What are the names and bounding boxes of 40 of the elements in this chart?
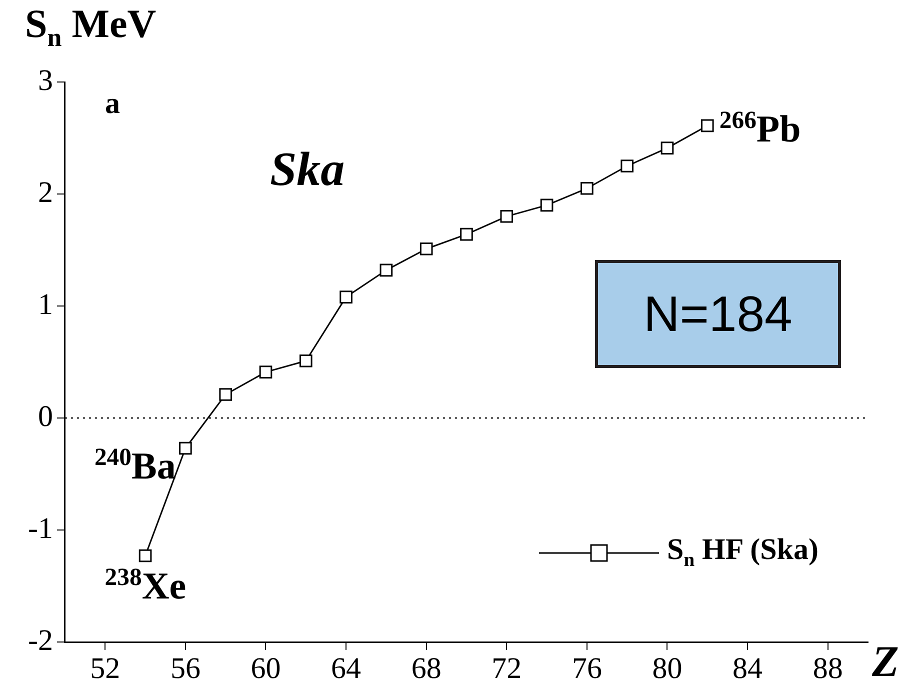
point	[420, 242, 433, 256]
y-tick-label: -1	[28, 512, 53, 545]
x-tick-label: 76	[572, 652, 602, 685]
y-tick-label: 2	[38, 176, 53, 209]
point	[138, 549, 152, 562]
legend-label: S$_{n}$ HF (Ska)	[667, 533, 818, 572]
x-tick-label: 84	[732, 652, 763, 685]
point	[540, 198, 554, 212]
y-tick-label: -2	[28, 624, 53, 657]
point	[219, 388, 232, 401]
point	[620, 160, 634, 172]
annotation: $^{240}$Ba	[94, 444, 176, 489]
annotation: Ska	[270, 142, 345, 197]
point	[179, 442, 192, 455]
point	[299, 354, 312, 368]
point	[340, 290, 352, 304]
x-tick-label: 64	[331, 652, 362, 685]
point	[580, 182, 594, 195]
annotation: a	[104, 87, 120, 121]
point	[259, 366, 272, 378]
annotation: $^{238}$Xe	[104, 564, 186, 608]
x-tick-label: 56	[170, 652, 200, 685]
point	[500, 210, 514, 223]
point	[700, 119, 714, 132]
annotation: N=184	[594, 260, 841, 368]
point	[460, 228, 473, 241]
y-tick-label: 0	[38, 400, 53, 433]
y-tick-label: 3	[38, 64, 53, 97]
x-tick-label: 60	[250, 652, 281, 685]
x-tick-label: 88	[812, 652, 843, 685]
point	[660, 142, 674, 154]
x-tick-label: 72	[492, 652, 522, 685]
x-tick-label: 52	[90, 652, 120, 685]
x-axis-title: Z	[872, 636, 899, 687]
point	[380, 264, 393, 277]
x-tick-label: 68	[411, 652, 442, 685]
annotation: $^{266}$Pb	[719, 107, 801, 152]
x-tick-label: 80	[652, 652, 682, 685]
y-axis-title: S$_{n}$ MeV	[24, 0, 156, 53]
y-tick-label: 1	[38, 288, 53, 321]
